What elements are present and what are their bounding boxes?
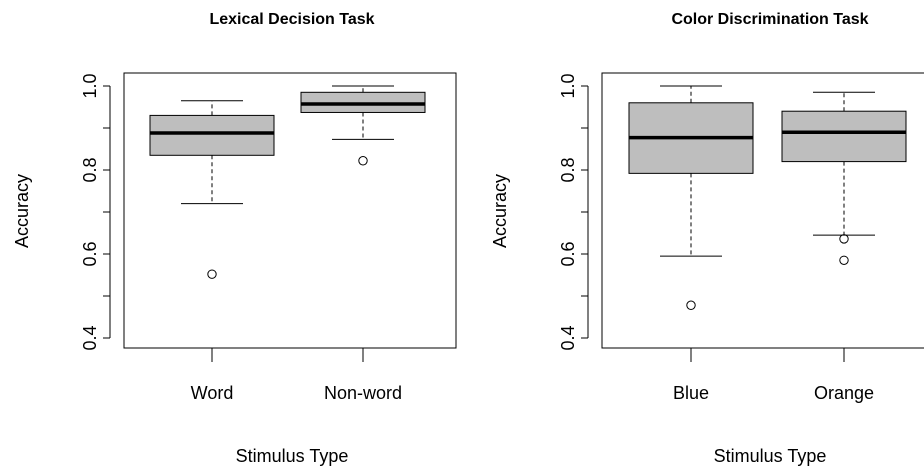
box-word <box>149 100 275 279</box>
outlier-point <box>686 300 696 310</box>
chart-title: Color Discrimination Task <box>671 11 868 28</box>
y-tick-label: 0.6 <box>558 241 578 266</box>
outlier-point <box>207 269 217 279</box>
x-axis-label: Stimulus Type <box>714 446 827 466</box>
outlier-point <box>839 234 849 244</box>
chart-panel-2: Color Discrimination Task 0.4 0.6 0.8 1.0 Acc… <box>490 11 924 466</box>
x-tick-label: Word <box>191 383 234 403</box>
outlier-point <box>839 255 849 265</box>
y-tick-label: 0.8 <box>558 157 578 182</box>
outlier-point <box>358 156 368 166</box>
chart-title: Lexical Decision Task <box>209 11 374 28</box>
box-non-word <box>300 85 426 166</box>
box-iqr <box>149 114 275 156</box>
x-tick-label: Non-word <box>324 383 402 403</box>
x-axis-label: Stimulus Type <box>236 446 349 466</box>
box-orange <box>781 91 907 265</box>
x-tick-label: Orange <box>814 383 874 403</box>
y-tick-label: 0.8 <box>80 157 100 182</box>
plot-frame <box>601 72 924 349</box>
y-tick-label: 0.4 <box>558 325 578 350</box>
plot-frame <box>123 72 457 349</box>
y-tick-label: 1.0 <box>80 73 100 98</box>
y-axis-label: Accuracy <box>12 174 32 248</box>
box-iqr <box>781 110 907 163</box>
y-tick-label: 1.0 <box>558 73 578 98</box>
y-tick-label: 0.4 <box>80 325 100 350</box>
y-axis-label: Accuracy <box>490 174 510 248</box>
chart-panel-1: Lexical Decision Task 0.4 0.6 0.8 1.0 Accurac… <box>12 11 457 466</box>
box-blue <box>628 85 754 310</box>
y-tick-label: 0.6 <box>80 241 100 266</box>
x-tick-label: Blue <box>673 383 709 403</box>
